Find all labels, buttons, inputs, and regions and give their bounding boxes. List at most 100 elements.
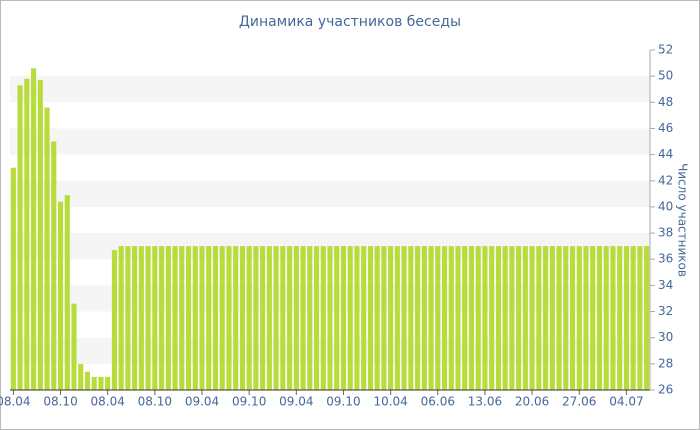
bar [287, 246, 293, 390]
x-tick-label: 27.06 [562, 395, 596, 409]
bar [125, 246, 131, 390]
x-tick-label: 08.04 [0, 395, 31, 409]
bar [583, 246, 589, 390]
bar [563, 246, 569, 390]
y-tick-label: 50 [658, 69, 673, 83]
bar [51, 141, 57, 390]
bar [623, 246, 629, 390]
bar [300, 246, 306, 390]
grid-band [10, 76, 650, 103]
y-tick-label: 40 [658, 199, 673, 213]
x-tick-label: 10.04 [373, 395, 407, 409]
bar [462, 246, 468, 390]
bar [253, 246, 259, 390]
bar [219, 246, 225, 390]
bar [246, 246, 252, 390]
bar [536, 246, 542, 390]
bar [347, 246, 353, 390]
bar [159, 246, 165, 390]
x-tick-label: 20.06 [515, 395, 549, 409]
grid-band [10, 128, 650, 155]
bar [44, 107, 50, 391]
bar [543, 246, 549, 390]
bar [334, 246, 340, 390]
bar [145, 246, 151, 390]
bar [354, 246, 360, 390]
bar [239, 246, 245, 390]
x-tick-label: 04.07 [609, 395, 643, 409]
bar [455, 246, 461, 390]
y-axis-label: Число участников [676, 163, 690, 277]
bar [428, 246, 434, 390]
bar [293, 246, 299, 390]
bar [475, 246, 481, 390]
bar [24, 78, 30, 391]
bar [408, 246, 414, 390]
bar [78, 363, 84, 390]
bar [381, 246, 387, 390]
y-tick-label: 44 [658, 147, 673, 161]
bar [185, 246, 192, 390]
bar [401, 246, 407, 390]
bar [374, 246, 380, 390]
y-tick-label: 34 [658, 278, 673, 292]
bar [199, 246, 205, 390]
bar [138, 246, 144, 390]
x-tick-label: 09.04 [279, 395, 313, 409]
bar [273, 246, 279, 390]
bar [495, 246, 501, 390]
bar [448, 246, 454, 390]
bar [388, 246, 394, 390]
bar [17, 85, 23, 391]
bar [421, 246, 427, 390]
grid-band [10, 180, 650, 207]
bar [71, 303, 77, 390]
bar [307, 246, 313, 390]
bar [327, 246, 333, 390]
bar [132, 246, 138, 390]
bar [522, 246, 528, 390]
bar [98, 376, 104, 390]
y-tick-label: 32 [658, 304, 673, 318]
bar [630, 246, 636, 390]
bar [179, 246, 185, 390]
bar [576, 246, 582, 390]
x-tick-label: 09.10 [232, 395, 266, 409]
y-tick-label: 30 [658, 330, 673, 344]
bar [105, 376, 111, 390]
x-tick-label: 08.10 [138, 395, 172, 409]
bar [596, 246, 603, 390]
bar [529, 246, 535, 390]
bar [233, 246, 239, 390]
bar [590, 246, 596, 390]
bar [172, 246, 178, 390]
bar [617, 246, 623, 390]
y-tick-label: 26 [658, 383, 673, 397]
bar [226, 246, 232, 390]
x-tick-label: 13.06 [468, 395, 502, 409]
bar [482, 246, 488, 390]
bar [206, 246, 212, 390]
bar [280, 246, 286, 390]
bar [489, 246, 495, 390]
y-tick-label: 28 [658, 356, 673, 370]
bar [57, 201, 64, 390]
bar [37, 80, 43, 391]
bar [192, 246, 198, 390]
bar [118, 246, 124, 390]
bar [320, 246, 326, 390]
bar [415, 246, 421, 390]
bar [603, 246, 609, 390]
bar [367, 246, 373, 390]
bar [516, 246, 522, 390]
bar [31, 68, 37, 391]
bar [152, 246, 158, 390]
x-tick-label: 08.04 [91, 395, 125, 409]
y-tick-label: 48 [658, 95, 673, 109]
bar [64, 195, 70, 390]
bar [84, 371, 91, 390]
bar [637, 246, 643, 390]
x-tick-label: 09.10 [326, 395, 360, 409]
bar [111, 250, 117, 390]
